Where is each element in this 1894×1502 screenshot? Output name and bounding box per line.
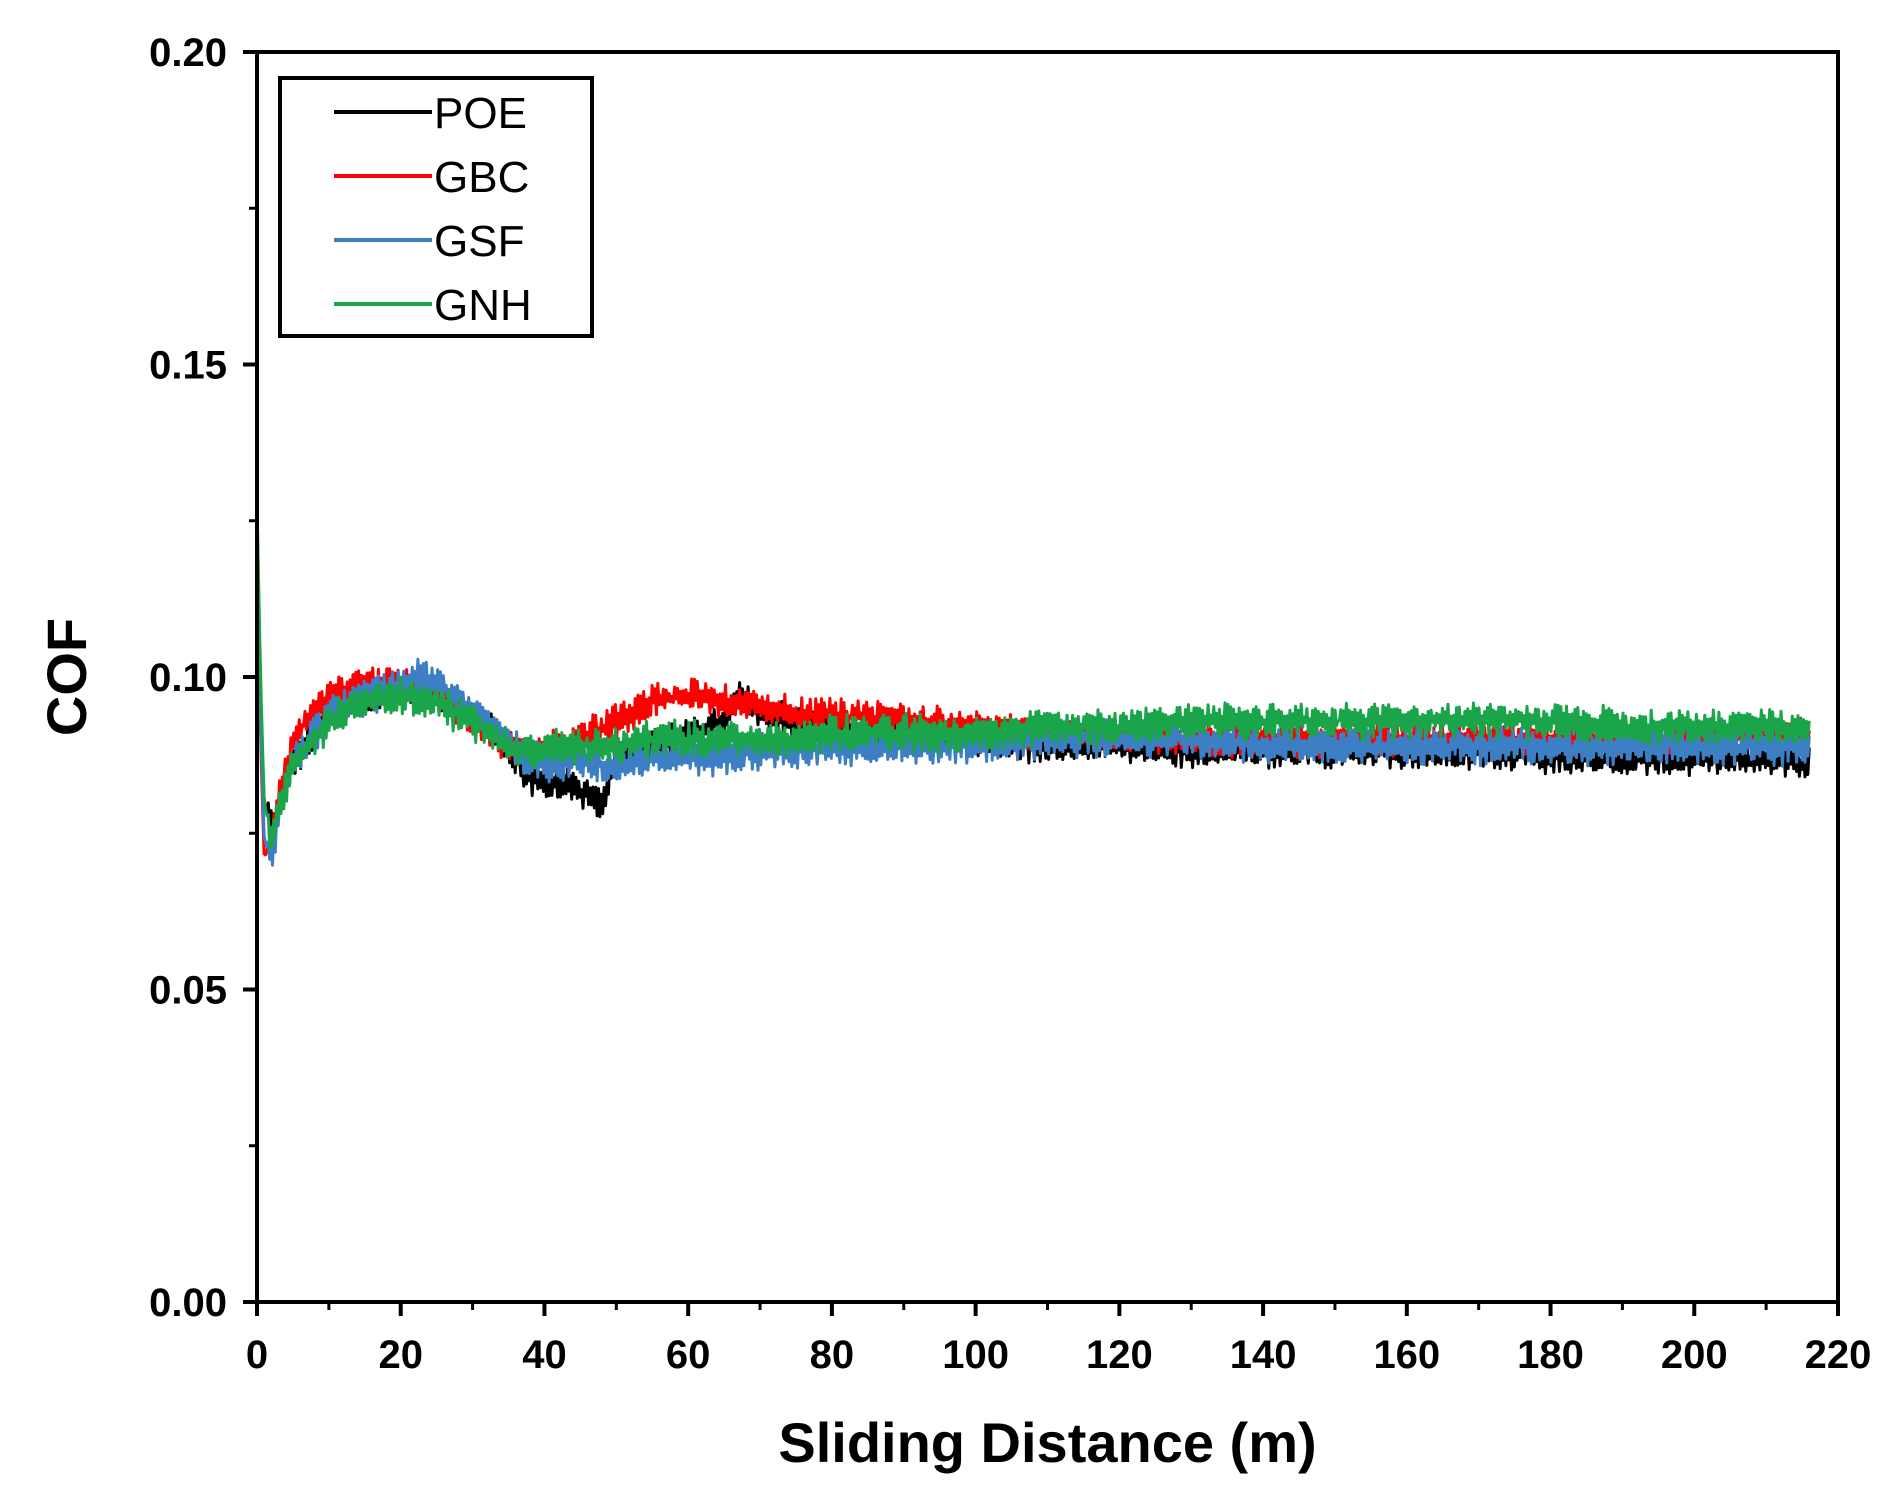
x-tick-label: 80 xyxy=(810,1333,855,1377)
legend: POE GBC GSF GNH xyxy=(278,76,594,338)
y-tick-label: 0.00 xyxy=(149,1281,227,1325)
legend-label-gsf: GSF xyxy=(434,217,524,266)
y-tick-label: 0.05 xyxy=(149,969,227,1013)
x-tick-label: 60 xyxy=(666,1333,711,1377)
series-line-gbc xyxy=(255,526,1811,860)
series-line-gsf xyxy=(255,526,1811,867)
legend-label-poe: POE xyxy=(434,89,527,138)
x-axis: 0 20 40 60 80 100 120 140 160 180 200 220 xyxy=(246,1302,1872,1377)
series-line-poe xyxy=(255,526,1811,835)
series-line-gnh xyxy=(255,501,1811,850)
y-tick-label: 0.10 xyxy=(149,656,227,700)
x-tick-label: 120 xyxy=(1086,1333,1153,1377)
x-axis-title: Sliding Distance (m) xyxy=(778,1411,1316,1474)
x-tick-label: 40 xyxy=(522,1333,567,1377)
x-tick-label: 160 xyxy=(1373,1333,1440,1377)
x-tick-label: 20 xyxy=(378,1333,423,1377)
x-tick-label: 140 xyxy=(1230,1333,1297,1377)
series-layer xyxy=(255,501,1811,867)
legend-label-gbc: GBC xyxy=(434,153,529,202)
legend-box xyxy=(278,76,594,338)
y-axis: 0.00 0.05 0.10 0.15 0.20 xyxy=(149,31,257,1325)
x-tick-label: 200 xyxy=(1661,1333,1728,1377)
x-tick-label: 100 xyxy=(942,1333,1009,1377)
x-tick-label: 220 xyxy=(1805,1333,1872,1377)
y-tick-label: 0.15 xyxy=(149,344,227,388)
x-tick-label: 180 xyxy=(1517,1333,1584,1377)
x-tick-label: 0 xyxy=(246,1333,268,1377)
y-axis-title: COF xyxy=(35,618,98,736)
y-tick-label: 0.20 xyxy=(149,31,227,75)
legend-label-gnh: GNH xyxy=(434,281,532,330)
